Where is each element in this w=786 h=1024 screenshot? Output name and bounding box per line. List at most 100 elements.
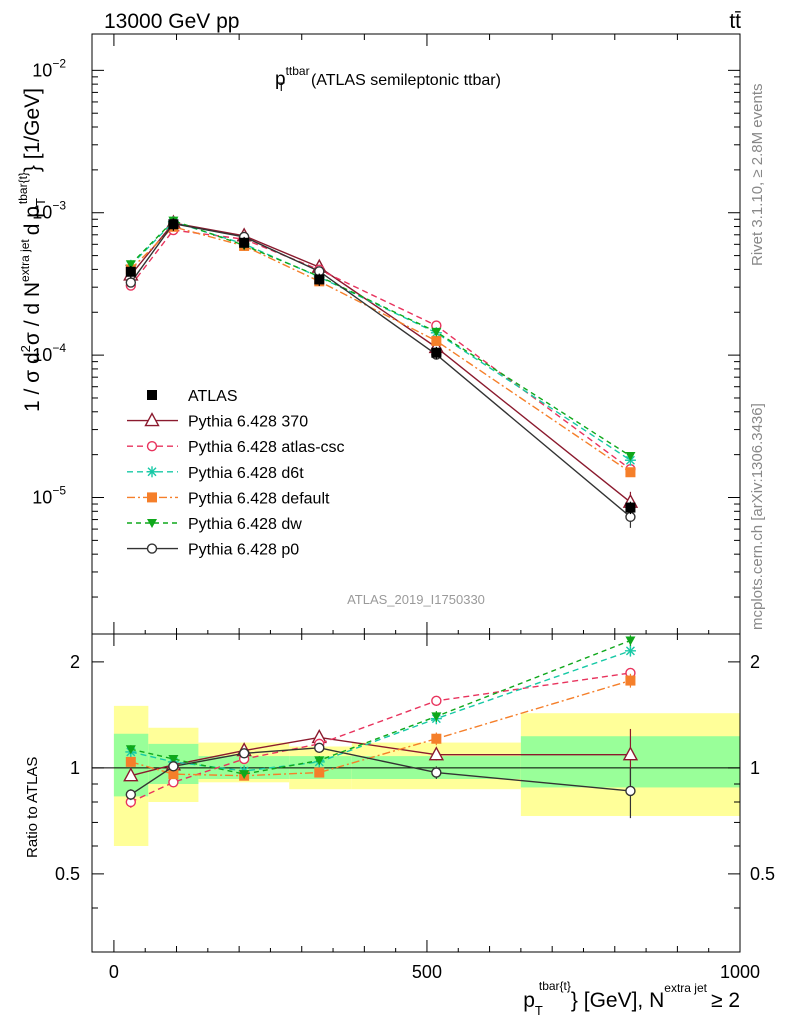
ratio-frame <box>91 633 741 953</box>
main-series-marker <box>125 277 137 288</box>
ratio-y-tick-label: 1 <box>70 758 80 778</box>
y-tick-label-base: 10 <box>32 60 52 80</box>
ylabel-post: } [1/GeV] <box>21 88 44 172</box>
xlabel-sup2: extra jet <box>664 981 707 995</box>
analysis-watermark: ATLAS_2019_I1750330 <box>347 592 485 607</box>
ylabel-mid: σ / d N <box>21 282 44 345</box>
x-tick-label: 0 <box>109 962 119 982</box>
ratio-series-marker <box>431 712 442 722</box>
legend-marker <box>146 441 158 452</box>
ratio-series-marker <box>125 789 137 800</box>
plot-title: pttbar T (ATLAS semileptonic ttbar) <box>275 64 501 94</box>
ratio-series-marker <box>625 785 636 797</box>
header-process-label: tt̄ <box>729 10 741 33</box>
ratio-series-line <box>130 736 631 777</box>
y-tick-label-exponent: −5 <box>52 484 66 498</box>
main-series-line <box>130 221 631 461</box>
ratio-series-marker <box>314 767 325 778</box>
main-series-line <box>130 222 631 503</box>
ratio-series-marker <box>314 756 325 766</box>
ratio-series-line <box>130 747 631 796</box>
ratio-y-tick-label-right: 0.5 <box>750 864 775 884</box>
legend-label: Pythia 6.428 default <box>188 490 330 507</box>
ratio-y-axis-label: Ratio to ATLAS <box>24 757 41 858</box>
y-tick-label-base: 10 <box>32 488 52 508</box>
mcplots-label: mcplots.cern.ch [arXiv:1306.3436] <box>749 403 766 630</box>
y-tick-label: 10−2 <box>32 56 66 80</box>
data-point-marker <box>314 274 325 285</box>
ratio-series-marker-d2 <box>625 646 635 656</box>
ratio-uncertainty-bands <box>92 705 740 846</box>
legend-label: ATLAS <box>188 388 238 405</box>
ylabel-pre: 1 / σ d <box>21 352 44 412</box>
title-rest: (ATLAS semileptonic ttbar) <box>311 72 501 89</box>
title-sub: T <box>278 80 286 94</box>
xlabel-sup: tbar{t} <box>539 979 571 993</box>
legend-marker <box>146 543 158 554</box>
legend-label: Pythia 6.428 p0 <box>188 542 299 559</box>
ratio-series-marker <box>428 746 445 761</box>
data-point-marker <box>431 347 442 358</box>
data-point-marker <box>168 219 179 230</box>
main-series-marker <box>431 327 442 337</box>
main-series-marker <box>431 335 442 346</box>
ratio-series-marker <box>624 645 636 657</box>
ratio-series-marker <box>238 748 250 759</box>
data-point-marker <box>625 502 636 513</box>
ylabel-sup2: extra jet <box>18 239 32 282</box>
y-tick-label-exponent: −3 <box>52 199 66 213</box>
y-tick-label-base: 10 <box>32 345 52 365</box>
ratio-y-tick-label-right: 1 <box>750 758 760 778</box>
ratio-series-marker <box>239 770 250 780</box>
legend-label: Pythia 6.428 370 <box>188 414 308 431</box>
ylabel-sup3: tbar{t} <box>16 172 30 204</box>
rivet-version-label: Rivet 3.1.10, ≥ 2.8M events <box>749 84 766 267</box>
y-tick-label: 10−4 <box>32 341 66 365</box>
legend-marker <box>147 390 157 400</box>
header-energy-label: 13000 GeV pp <box>104 10 239 33</box>
x-tick-label: 1000 <box>720 962 760 982</box>
ylabel-mid2: d p <box>21 206 44 235</box>
legend-label: Pythia 6.428 d6t <box>188 465 304 482</box>
axes-frames <box>91 33 741 953</box>
main-series-line <box>130 225 631 473</box>
ylabel-sub: T <box>33 198 48 206</box>
y-tick-label-base: 10 <box>32 203 52 223</box>
legend-marker <box>146 466 158 478</box>
ratio-series-marker <box>168 769 179 780</box>
main-series-line <box>130 222 631 518</box>
ratio-series-marker <box>168 777 179 788</box>
ratio-series-marker <box>168 761 179 772</box>
ratio-y-tick-label-right: 2 <box>750 652 760 672</box>
main-series-marker <box>625 452 636 462</box>
title-p: p <box>275 69 286 90</box>
xlabel-p: p <box>523 989 535 1012</box>
y-tick-label: 10−3 <box>32 199 66 223</box>
ratio-series-marker <box>431 767 442 778</box>
xlabel-sub: T <box>535 1003 543 1018</box>
legend-marker <box>147 519 157 528</box>
main-series-group <box>123 214 639 528</box>
ratio-series-line <box>130 672 631 803</box>
ratio-series-marker <box>125 756 136 767</box>
ratio-series-line <box>130 639 631 775</box>
title-sup: ttbar <box>286 64 310 78</box>
ratio-series-marker <box>431 733 442 744</box>
y-tick-label: 10−5 <box>32 484 66 508</box>
ratio-series-group <box>123 635 639 819</box>
ratio-series-line <box>130 650 631 772</box>
ratio-series-marker <box>314 742 325 754</box>
ratio-series-line <box>130 679 631 777</box>
ratio-series-marker <box>431 695 442 707</box>
data-point-marker <box>125 266 136 277</box>
legend-marker <box>147 492 157 503</box>
y-tick-label-exponent: −2 <box>52 56 66 70</box>
ylabel-sup1: 2 <box>18 345 33 352</box>
x-axis-label: pTtbar{t}} [GeV], Nextra jet ≥ 2 <box>523 979 740 1018</box>
ratio-y-tick-label: 2 <box>70 652 80 672</box>
legend-label: Pythia 6.428 atlas-csc <box>188 439 345 456</box>
ratio-series-marker <box>625 675 636 686</box>
main-series-marker <box>125 260 136 270</box>
